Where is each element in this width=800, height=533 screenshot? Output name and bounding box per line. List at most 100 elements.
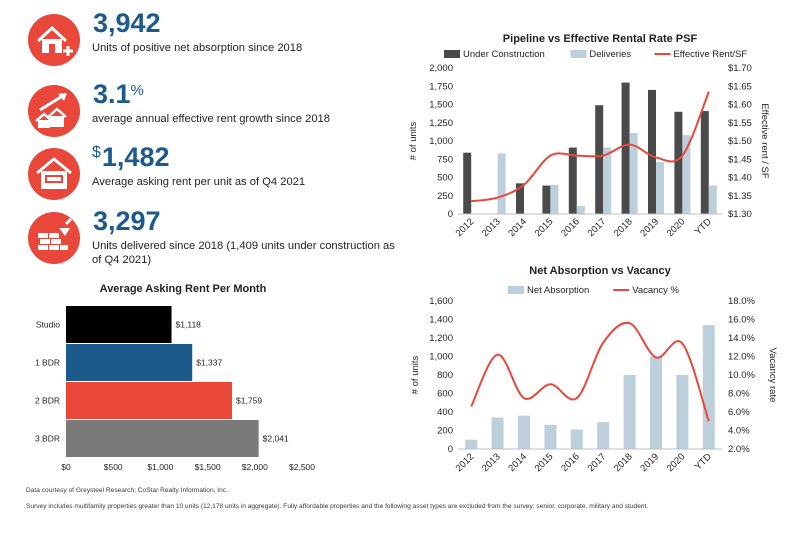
legend-label: Deliveries [589,49,631,60]
x-tick-label: YTD [693,216,714,237]
chart-title: Average Asking Rent Per Month [100,283,267,295]
bar-net-absorption-ytd [702,325,715,449]
x-tick-label: 2012 [454,451,477,474]
category-label: 2 BDR [35,396,60,406]
stat-rent-growth: 3.1% average annual effective rent growt… [26,79,396,143]
y-tick-label: 1,000 [429,136,453,147]
x-tick-label: 2015 [533,451,556,474]
y-tick-label: 200 [437,426,453,437]
y2-tick-label: $1.70 [728,63,752,74]
stat-label: Average asking rent per unit as of Q4 20… [92,176,306,188]
bar-deliveries-2015 [550,184,559,214]
y-tick-label: 800 [437,370,453,381]
series-line-vacancy- [470,321,710,422]
bar-deliveries-2018 [629,132,638,214]
y-axis-label: # of units [408,121,419,160]
bar-under-construction-2020 [674,111,683,214]
y-tick-label: 400 [437,407,453,418]
bar-under-construction-2014 [516,183,524,214]
bar-under-construction-2017 [595,105,604,214]
bar-deliveries-2016 [576,205,585,214]
stat-label: Units delivered since 2018 (1,409 units … [92,240,395,266]
y2-tick-label: $1.65 [728,81,752,92]
y-tick-label: 1,200 [429,333,453,344]
stat-asking-rent: $1,482 Average asking rent per unit as o… [26,142,396,206]
value-label: $1,759 [236,396,262,406]
bar-1-bdr [66,344,193,381]
x-tick-label: $2,500 [289,462,315,472]
x-tick-label: 2017 [586,216,609,239]
asking-rent-chart: Average Asking Rent Per Month Studio $1,11… [35,283,315,472]
pipeline-chart: Pipeline vs Effective Rental Rate PSF Und… [408,33,770,239]
bar-under-construction-2012 [463,152,472,214]
x-tick-label: 2014 [506,451,529,474]
y2-tick-label: $1.55 [728,118,752,129]
y2-tick-label: $1.45 [728,154,752,165]
stat-value: 3,942 [93,8,161,38]
bar-deliveries-2013 [497,153,506,214]
bar-net-absorption-2014 [518,415,530,449]
survey-note: Survey includes multifamily properties g… [26,503,649,510]
y-tick-label: 0 [448,209,453,220]
x-tick-label: $2,000 [242,462,268,472]
x-tick-label: 2019 [638,451,661,474]
y2-tick-label: 8.0% [728,389,750,400]
x-tick-label: 2014 [506,216,529,239]
stat-label: average annual effective rent growth sin… [92,113,330,125]
stat-label: Units of positive net absorption since 2… [92,42,303,54]
y-tick-label: 750 [437,154,453,165]
category-label: 3 BDR [35,434,60,444]
value-label: $1,118 [176,320,202,330]
y-tick-label: 1,600 [429,296,453,307]
x-tick-label: 2013 [480,216,503,239]
bar-deliveries-2019 [656,162,664,214]
y2-tick-label: $1.60 [728,100,752,111]
x-tick-label: 2016 [559,216,582,239]
value-label: $2,041 [263,434,289,444]
y2-tick-label: $1.30 [728,209,752,220]
stat-units-delivered: 3,297 Units delivered since 2018 (1,409 … [26,206,396,270]
bar-deliveries-2020 [682,135,691,214]
y2-tick-label: 18.0% [728,296,755,307]
x-tick-label: YTD [693,451,714,472]
x-tick-label: 2017 [586,451,609,474]
y2-tick-label: 14.0% [728,333,755,344]
y-tick-label: 0 [448,444,453,455]
source-note: Data courtesy of Greysteel Research; CoS… [26,487,228,494]
bar-2-bdr [66,382,233,419]
x-tick-label: 2020 [665,216,688,239]
legend-label: Under Construction [463,49,545,60]
bar-net-absorption-2016 [570,429,583,449]
bar-under-construction-2019 [648,89,656,214]
legend-label: Net Absorption [527,285,589,296]
y2-tick-label: 16.0% [728,315,755,326]
y-tick-label: 1,250 [429,118,453,129]
absorption-chart: Net Absorption vs Vacancy Net Absorption V… [410,265,778,474]
y-tick-label: 2,000 [429,63,453,74]
stat-value: $1,482 [92,142,170,172]
bar-under-construction-ytd [700,111,709,214]
brick-wall-trowel-icon [28,212,80,264]
y-axis-label: # of units [410,355,421,394]
x-tick-label: 2012 [454,216,477,239]
x-tick-label: $1,500 [195,462,221,472]
chart-title: Pipeline vs Effective Rental Rate PSF [503,33,698,45]
x-tick-label: $500 [104,462,123,472]
bar-net-absorption-2017 [597,422,610,449]
y2-tick-label: $1.50 [728,136,752,147]
bar-deliveries-ytd [708,185,717,214]
bar-3-bdr [66,420,259,457]
bar-net-absorption-2020 [676,375,689,449]
legend-label: Vacancy % [632,285,679,296]
x-tick-label: 2018 [612,216,635,239]
y-tick-label: 1,400 [429,315,453,326]
x-tick-label: 2015 [533,216,556,239]
value-label: $1,337 [196,358,222,368]
chart-title: Net Absorption vs Vacancy [529,265,671,277]
bar-net-absorption-2012 [465,439,478,449]
bar-studio [66,306,172,343]
bar-net-absorption-2013 [491,417,504,449]
y2-axis-label: Effective rent / SF [759,103,770,179]
x-tick-label: 2019 [638,216,661,239]
bar-net-absorption-2015 [544,424,557,449]
